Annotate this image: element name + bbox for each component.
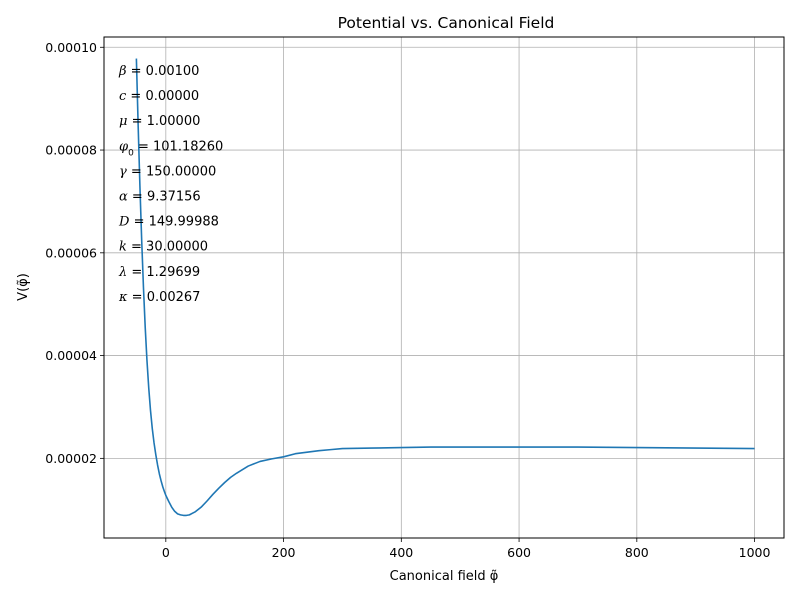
- parameter-annotations: β = 0.00100 c = 0.00000 μ = 1.00000 φ0 = 10…: [118, 64, 223, 305]
- series-line-group: [135, 58, 755, 517]
- parameter-label: μ = 1.00000: [119, 114, 200, 129]
- plot-frame: [103, 36, 785, 539]
- x-tick-label: 400: [389, 545, 413, 560]
- y-tick-label: 0.00010: [45, 40, 97, 55]
- parameter-label: α = 9.37156: [119, 190, 201, 205]
- x-tick-label: 800: [625, 545, 649, 560]
- parameter-label: κ = 0.00267: [118, 290, 200, 305]
- x-tick-label: 0: [162, 545, 170, 560]
- parameter-label: D = 149.99988: [118, 215, 219, 230]
- parameter-label: γ = 150.00000: [119, 164, 216, 179]
- ticks: 0 200 400 600 800 1000 0.00002 0.00004 0.00006 0.…: [45, 40, 770, 560]
- grid: [104, 37, 784, 538]
- chart-title: Potential vs. Canonical Field: [338, 14, 555, 32]
- potential-curve: [135, 58, 755, 517]
- parameter-label: λ = 1.29699: [118, 265, 200, 280]
- y-tick-label: 0.00002: [45, 451, 97, 466]
- x-axis-label: Canonical field φ̃: [390, 569, 499, 584]
- x-tick-label: 200: [272, 545, 296, 560]
- y-axis-label: V(φ̃): [16, 273, 31, 301]
- parameter-label: k = 30.00000: [119, 240, 208, 255]
- parameter-label: φ0 = 101.18260: [119, 139, 223, 158]
- parameter-label: β = 0.00100: [118, 64, 199, 79]
- parameter-label: c = 0.00000: [119, 89, 199, 104]
- x-tick-label: 600: [507, 545, 531, 560]
- y-tick-label: 0.00004: [45, 348, 97, 363]
- y-tick-label: 0.00006: [45, 245, 97, 260]
- x-tick-label: 1000: [739, 545, 771, 560]
- y-tick-label: 0.00008: [45, 143, 97, 158]
